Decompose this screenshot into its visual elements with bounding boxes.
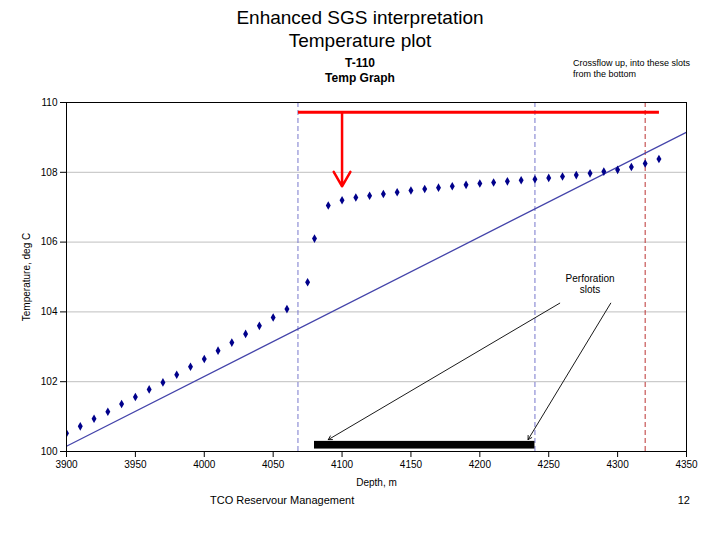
svg-text:4150: 4150 bbox=[400, 459, 423, 470]
svg-text:110: 110 bbox=[42, 97, 58, 108]
svg-text:106: 106 bbox=[41, 236, 58, 247]
html-text:TCO Reservour Management: TCO Reservour Management bbox=[210, 494, 355, 506]
html-text:Crossflow up, into these slots: Crossflow up, into these slots from the … bbox=[572, 58, 690, 79]
svg-text:104: 104 bbox=[41, 306, 58, 317]
svg-text:4050: 4050 bbox=[262, 459, 285, 470]
svg-text:108: 108 bbox=[41, 167, 58, 178]
svg-text:Depth, m: Depth, m bbox=[356, 477, 397, 488]
svg-text:102: 102 bbox=[41, 376, 58, 387]
html-text:Temp Graph: Temp Graph bbox=[325, 71, 395, 85]
svg-text:100: 100 bbox=[41, 446, 58, 457]
svg-text:3950: 3950 bbox=[124, 459, 147, 470]
svg-text:4250: 4250 bbox=[538, 459, 561, 470]
svg-text:4200: 4200 bbox=[469, 459, 492, 470]
svg-text:4100: 4100 bbox=[331, 459, 354, 470]
html-text:Temperature plot: Temperature plot bbox=[288, 30, 432, 51]
svg-text:Perforationslots: Perforationslots bbox=[566, 273, 615, 295]
svg-text:Temperature, deg C: Temperature, deg C bbox=[21, 233, 32, 321]
svg-text:4300: 4300 bbox=[606, 459, 629, 470]
svg-text:4350: 4350 bbox=[675, 459, 698, 470]
html-text:Enhanced SGS interpretation: Enhanced SGS interpretation bbox=[236, 7, 484, 28]
html-text:T-110: T-110 bbox=[345, 56, 375, 70]
svg-text:4000: 4000 bbox=[193, 459, 216, 470]
svg-text:3900: 3900 bbox=[55, 459, 78, 470]
html-text:12: 12 bbox=[677, 494, 690, 506]
